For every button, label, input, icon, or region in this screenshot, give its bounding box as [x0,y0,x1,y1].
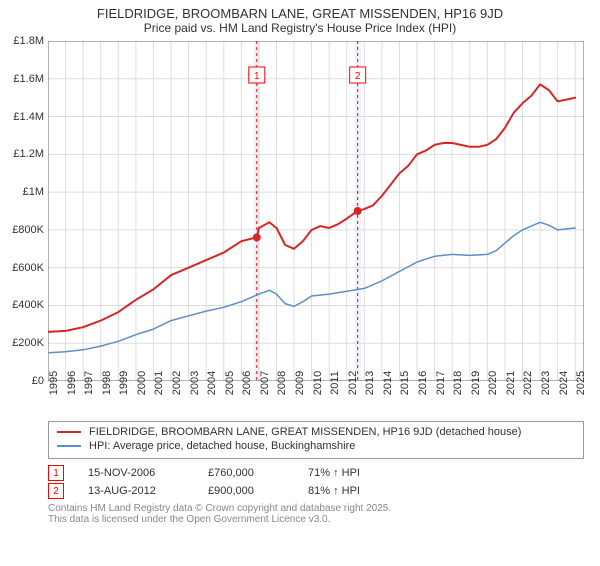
x-tick-label: 2014 [382,371,394,395]
x-axis-ticks: 1995199619971998199920002001200220032004… [48,381,584,415]
x-tick-label: 2010 [312,371,324,395]
svg-text:1: 1 [254,71,260,82]
title-line-1: FIELDRIDGE, BROOMBARN LANE, GREAT MISSEN… [0,6,600,21]
sale-price: £760,000 [208,467,308,479]
y-tick-label: £1M [0,186,44,198]
y-tick-label: £400K [0,299,44,311]
x-tick-label: 2016 [417,371,429,395]
sale-hpi: 81% ↑ HPI [308,485,360,497]
sale-price: £900,000 [208,485,308,497]
chart-plot-wrap: £0£200K£400K£600K£800K£1M£1.2M£1.4M£1.6M… [48,41,600,381]
sale-date: 13-AUG-2012 [88,485,208,497]
y-tick-label: £200K [0,337,44,349]
footer-attribution: Contains HM Land Registry data © Crown c… [48,503,600,525]
sales-table: 1 15-NOV-2006£760,00071% ↑ HPI 2 13-AUG-201… [48,465,600,499]
x-tick-label: 2025 [575,371,587,395]
x-tick-label: 2008 [276,371,288,395]
x-tick-label: 2015 [399,371,411,395]
legend-swatch [57,431,81,433]
x-tick-label: 1995 [48,371,60,395]
sale-row: 1 15-NOV-2006£760,00071% ↑ HPI [48,465,600,481]
x-tick-label: 2002 [171,371,183,395]
x-tick-label: 2012 [347,371,359,395]
x-tick-label: 2000 [136,371,148,395]
x-tick-label: 1998 [101,371,113,395]
x-tick-label: 2018 [452,371,464,395]
footer-line: This data is licensed under the Open Gov… [48,514,600,525]
x-tick-label: 2013 [364,371,376,395]
y-tick-label: £1.8M [0,35,44,47]
y-tick-label: £1.6M [0,73,44,85]
legend-box: FIELDRIDGE, BROOMBARN LANE, GREAT MISSEN… [48,421,584,459]
y-axis-ticks: £0£200K£400K£600K£800K£1M£1.2M£1.4M£1.6M… [0,41,44,381]
chart-title: FIELDRIDGE, BROOMBARN LANE, GREAT MISSEN… [0,6,600,35]
y-tick-label: £1.4M [0,111,44,123]
sale-date: 15-NOV-2006 [88,467,208,479]
title-line-2: Price paid vs. HM Land Registry's House … [0,21,600,35]
x-tick-label: 2001 [153,371,165,395]
sale-badge: 1 [48,465,64,481]
footer-line: Contains HM Land Registry data © Crown c… [48,503,600,514]
x-tick-label: 2024 [558,371,570,395]
y-tick-label: £600K [0,262,44,274]
x-tick-label: 1997 [83,371,95,395]
legend-row: FIELDRIDGE, BROOMBARN LANE, GREAT MISSEN… [57,426,575,438]
legend-label: FIELDRIDGE, BROOMBARN LANE, GREAT MISSEN… [89,426,521,438]
x-tick-label: 2006 [241,371,253,395]
x-tick-label: 2007 [259,371,271,395]
y-tick-label: £800K [0,224,44,236]
sale-badge: 2 [48,483,64,499]
legend-label: HPI: Average price, detached house, Buck… [89,440,355,452]
x-tick-label: 2020 [487,371,499,395]
x-tick-label: 1996 [66,371,78,395]
svg-text:2: 2 [355,71,361,82]
x-tick-label: 2005 [224,371,236,395]
x-tick-label: 2019 [470,371,482,395]
legend-row: HPI: Average price, detached house, Buck… [57,440,575,452]
x-tick-label: 2004 [206,371,218,395]
y-tick-label: £1.2M [0,148,44,160]
chart-container: FIELDRIDGE, BROOMBARN LANE, GREAT MISSEN… [0,6,600,525]
y-tick-label: £0 [0,375,44,387]
chart-svg: 12 [48,41,584,381]
x-tick-label: 1999 [118,371,130,395]
legend-swatch [57,445,81,447]
sale-row: 2 13-AUG-2012£900,00081% ↑ HPI [48,483,600,499]
x-tick-label: 2003 [189,371,201,395]
sale-hpi: 71% ↑ HPI [308,467,360,479]
x-tick-label: 2009 [294,371,306,395]
x-tick-label: 2017 [435,371,447,395]
x-tick-label: 2011 [329,371,341,395]
x-tick-label: 2021 [505,371,517,395]
x-tick-label: 2023 [540,371,552,395]
x-tick-label: 2022 [522,371,534,395]
